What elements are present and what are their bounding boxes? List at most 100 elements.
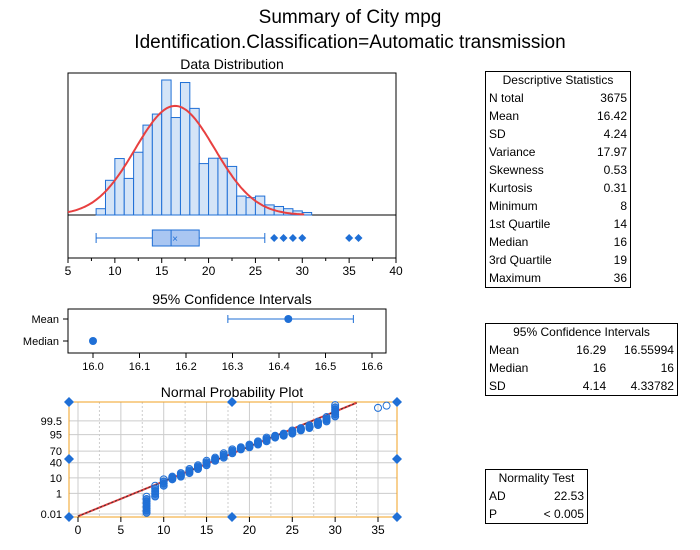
- y-tick-label: 70: [50, 446, 62, 458]
- y-tick-label: 40: [50, 458, 62, 470]
- table-row: Mean 16.29 16.55994: [486, 341, 677, 359]
- normality-test-table: Normality Test AD 22.53 P < 0.005: [485, 469, 588, 524]
- row-value: 36: [613, 271, 627, 285]
- histogram-bar: [170, 117, 181, 216]
- histogram-bar: [198, 163, 210, 216]
- x-tick-label: 5: [118, 523, 125, 537]
- chart-subtitle: Identification.Classification=Automatic …: [134, 32, 566, 53]
- row-value: 22.53: [553, 489, 584, 503]
- y-tick-label: 95: [50, 430, 62, 442]
- boxplot-outlier: [345, 234, 354, 242]
- selection-handle-icon[interactable]: [227, 512, 237, 522]
- probability-point: [176, 469, 185, 478]
- row-label: Kurtosis: [489, 181, 533, 195]
- selection-handle-icon[interactable]: [392, 454, 402, 464]
- row-value: 0.31: [603, 181, 627, 195]
- probability-point: [331, 401, 340, 410]
- row-label: Minimum: [489, 199, 538, 213]
- row-label: Skewness: [489, 163, 544, 177]
- table-row: P < 0.005: [486, 505, 587, 523]
- selection-handle-icon[interactable]: [227, 397, 237, 407]
- table-row: Median 16: [486, 233, 630, 251]
- row-label: AD: [489, 489, 506, 503]
- x-tick-label: 15: [155, 264, 169, 278]
- table-title: 95% Confidence Intervals: [513, 325, 650, 339]
- probability-point: [314, 417, 322, 426]
- x-tick-label: 20: [243, 523, 257, 537]
- table-row: 1st Quartile 14: [486, 215, 630, 233]
- y-tick-label: 0.01: [41, 509, 62, 521]
- histogram-bar: [151, 113, 163, 216]
- row-label: 1st Quartile: [489, 217, 551, 231]
- x-tick-label: 5: [65, 264, 72, 278]
- selection-handle-icon[interactable]: [64, 397, 74, 407]
- y-tick-label: 10: [50, 473, 62, 485]
- probability-point: [168, 472, 177, 481]
- table-row: Mean 16.42: [486, 107, 630, 125]
- probability-point: [142, 495, 151, 504]
- x-tick-label: 16.0: [82, 361, 103, 373]
- probability-point: [142, 492, 151, 501]
- histogram-bar: [133, 151, 144, 216]
- x-tick-label: 16.6: [361, 361, 382, 373]
- selection-handle-icon[interactable]: [392, 397, 402, 407]
- probability-point: [228, 445, 237, 454]
- x-tick-label: 16.3: [222, 361, 243, 373]
- row-label: Median: [489, 235, 529, 249]
- descriptive-stats-table: Descriptive Statistics N total 3675 Mean 16…: [485, 71, 631, 288]
- x-tick-label: 40: [389, 264, 403, 278]
- table-title: Normality Test: [498, 471, 575, 485]
- row-label: Mean: [489, 343, 520, 357]
- x-tick-label: 35: [342, 264, 356, 278]
- x-tick-label: 25: [249, 264, 263, 278]
- boxplot-outlier: [354, 234, 363, 242]
- row-label: P: [489, 507, 498, 521]
- ci-plot-frame: [67, 308, 387, 354]
- table-row: SD 4.24: [486, 125, 630, 143]
- row-value: 4.14: [582, 379, 607, 393]
- row-value: 16: [660, 361, 674, 375]
- probability-point: [331, 403, 340, 412]
- row-value: 3675: [600, 91, 627, 105]
- row-value: < 0.005: [543, 507, 584, 521]
- histogram-bar: [236, 195, 247, 216]
- boxplot-outlier: [279, 234, 288, 242]
- probability-point: [305, 421, 314, 430]
- row-value: 16.29: [576, 343, 607, 357]
- selection-handle-icon[interactable]: [392, 512, 402, 522]
- row-value: 19: [613, 253, 627, 267]
- x-tick-label: 10: [157, 523, 171, 537]
- x-tick-label: 30: [296, 264, 310, 278]
- histogram-bar: [226, 165, 238, 216]
- table-row: Median 16 16: [486, 359, 677, 377]
- ci-category-label: Median: [23, 336, 59, 348]
- probability-point: [185, 465, 194, 474]
- probability-point: [245, 440, 254, 449]
- x-tick-label: 25: [286, 523, 300, 537]
- probability-point: [194, 461, 202, 470]
- row-value: 14: [613, 217, 627, 231]
- histogram-bar: [123, 177, 135, 216]
- x-tick-label: 16.1: [129, 361, 150, 373]
- boxplot-box: [151, 229, 200, 247]
- probability-point: [202, 456, 211, 465]
- row-label: SD: [489, 127, 506, 141]
- row-value: 16: [613, 235, 627, 249]
- ci-table: 95% Confidence Intervals Mean 16.29 16.559…: [485, 323, 678, 396]
- probability-point: [382, 401, 391, 410]
- row-label: Median: [489, 361, 529, 375]
- probability-point: [159, 477, 168, 486]
- boxplot-mean-marker: ×: [172, 234, 178, 245]
- selection-handle-icon[interactable]: [64, 454, 74, 464]
- probability-point: [288, 426, 297, 435]
- probability-point: [271, 431, 280, 440]
- probability-point: [211, 453, 220, 462]
- table-row: Variance 17.97: [486, 143, 630, 161]
- selection-handle-icon[interactable]: [64, 512, 74, 522]
- probability-point: [296, 424, 305, 433]
- table-row: Minimum 8: [486, 197, 630, 215]
- histogram-bar: [179, 82, 191, 216]
- table-row: N total 3675: [486, 89, 630, 107]
- row-value: 16.55994: [623, 343, 674, 357]
